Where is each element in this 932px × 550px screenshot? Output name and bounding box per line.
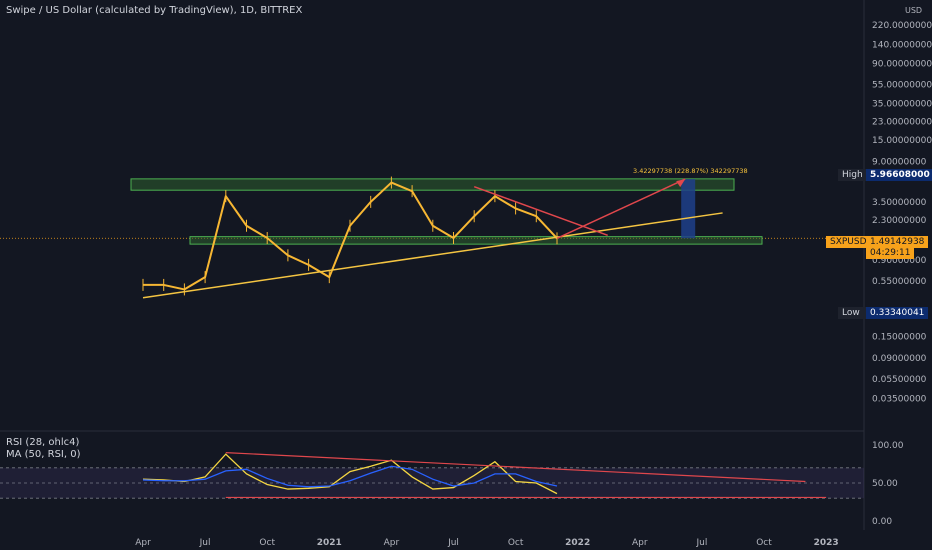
time-tick-label: Oct bbox=[756, 538, 772, 548]
ma-indicator-label[interactable]: MA (50, RSI, 0) bbox=[6, 449, 81, 460]
projection-arrow bbox=[556, 178, 686, 239]
rsi-line bbox=[142, 453, 558, 495]
price-tick-label: 23.00000000 bbox=[872, 118, 932, 128]
current-price-tag: 1.49142938 bbox=[866, 236, 929, 248]
projection-arrowhead bbox=[676, 179, 686, 188]
axes: 220.00000000 140.00000000 90.00000000 55.00… bbox=[135, 21, 932, 548]
price-series bbox=[142, 176, 558, 296]
time-tick-label: Jul bbox=[447, 538, 459, 548]
price-tick-label: 15.00000000 bbox=[872, 136, 932, 146]
price-tick-label: 35.00000000 bbox=[872, 100, 932, 110]
time-tick-label: 2023 bbox=[814, 538, 839, 548]
price-zone bbox=[189, 236, 763, 245]
overlays bbox=[142, 178, 723, 299]
price-tick-label: 0.05500000 bbox=[872, 375, 927, 385]
time-tick-label: Oct bbox=[508, 538, 524, 548]
time-tick-label: 2021 bbox=[317, 538, 342, 548]
measure-label: 3.42297738 (228.87%) 342297738 bbox=[633, 167, 748, 175]
rsi-ma-line bbox=[142, 465, 558, 488]
zones bbox=[130, 178, 763, 245]
price-tick-label: 2.30000000 bbox=[872, 216, 927, 226]
price-tick-label: 90.00000000 bbox=[872, 59, 932, 69]
rsi-tick-label: 100.00 bbox=[872, 441, 904, 451]
price-tick-label: 9.00000000 bbox=[872, 158, 927, 168]
rsi-tick-label: 0.00 bbox=[872, 517, 892, 527]
chart-title: Swipe / US Dollar (calculated by Trading… bbox=[6, 5, 303, 16]
time-tick-label: Apr bbox=[384, 538, 400, 548]
price-tick-label: 140.00000000 bbox=[872, 40, 932, 50]
price-tick-label: 0.03500000 bbox=[872, 394, 927, 404]
price-tick-label: 3.50000000 bbox=[872, 198, 927, 208]
low-label: Low bbox=[838, 307, 874, 319]
rsi-panel bbox=[0, 452, 864, 499]
rsi-tick-label: 50.00 bbox=[872, 479, 898, 489]
high-label: High bbox=[838, 169, 874, 181]
projection-box bbox=[681, 179, 696, 239]
price-tick-label: 0.55000000 bbox=[872, 277, 927, 287]
time-tick-label: Apr bbox=[135, 538, 151, 548]
rsi-indicator-label[interactable]: RSI (28, ohlc4) bbox=[6, 437, 80, 448]
price-tick-label: 0.15000000 bbox=[872, 332, 927, 342]
countdown-tag: 04:29:11 bbox=[866, 247, 915, 259]
price-tick-label: 220.00000000 bbox=[872, 21, 932, 31]
high-value: 5.96608000 bbox=[866, 169, 932, 181]
time-tick-label: 2022 bbox=[565, 538, 590, 548]
currency-label: USD bbox=[905, 6, 923, 15]
current-symbol-tag: SXPUSD bbox=[826, 236, 871, 248]
time-tick-label: Jul bbox=[695, 538, 707, 548]
price-tick-label: 0.90000000 bbox=[872, 256, 927, 266]
rsi-resistance-line bbox=[225, 452, 806, 483]
support-trendline bbox=[142, 212, 723, 299]
time-tick-label: Oct bbox=[259, 538, 275, 548]
time-tick-label: Apr bbox=[632, 538, 648, 548]
price-zone bbox=[130, 178, 735, 191]
price-tick-label: 0.09000000 bbox=[872, 354, 927, 364]
low-value: 0.33340041 bbox=[866, 307, 929, 319]
resistance-trendline bbox=[473, 185, 608, 236]
time-tick-label: Jul bbox=[199, 538, 211, 548]
price-tick-label: 55.00000000 bbox=[872, 80, 932, 90]
